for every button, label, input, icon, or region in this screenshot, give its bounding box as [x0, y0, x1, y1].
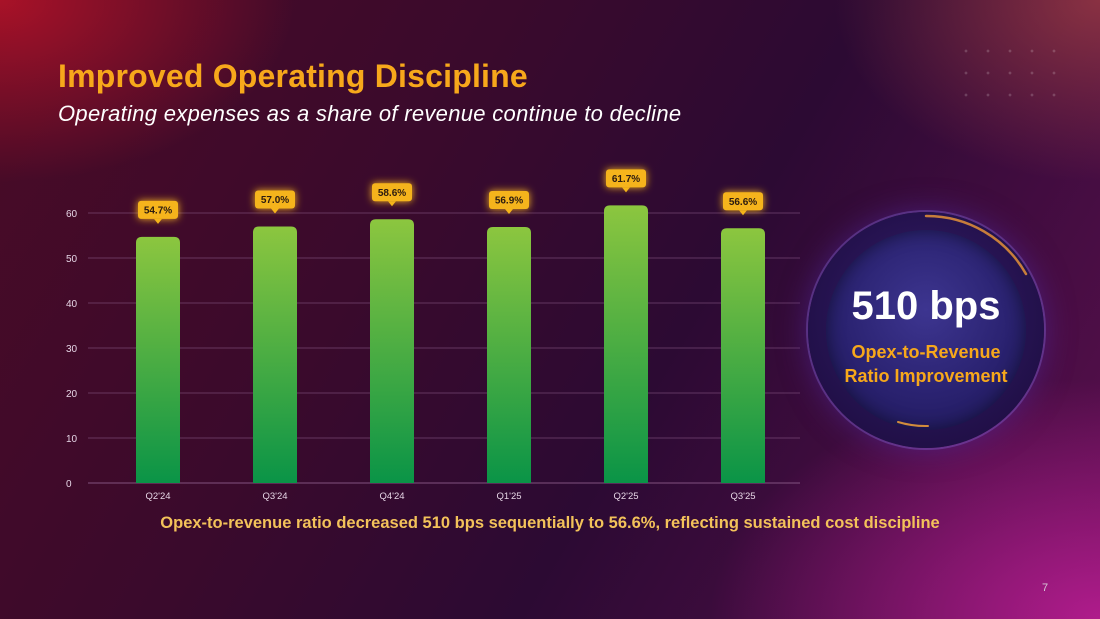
x-tick-label: Q3'24 — [262, 491, 287, 502]
y-tick-label: 10 — [66, 434, 78, 445]
data-label-bg — [138, 200, 178, 219]
x-tick-label: Q2'24 — [145, 491, 170, 502]
x-tick-label: Q1'25 — [496, 491, 521, 502]
bar-2 — [370, 219, 414, 484]
x-tick-label: Q3'25 — [730, 491, 755, 502]
data-label-text: 56.9% — [495, 195, 523, 206]
data-label-text: 56.6% — [729, 197, 757, 208]
data-label-text: 58.6% — [378, 188, 406, 199]
x-tick-label: Q4'24 — [379, 491, 404, 502]
data-label-pointer — [154, 218, 162, 224]
data-label-0: 54.7% — [138, 200, 178, 224]
data-label-5: 56.6% — [723, 192, 763, 216]
badge-accent-arc — [897, 214, 1028, 428]
data-label-text: 61.7% — [612, 174, 640, 185]
y-tick-label: 30 — [66, 344, 78, 355]
chart-footnote: Opex-to-revenue ratio decreased 510 bps … — [160, 514, 940, 532]
y-tick-label: 60 — [66, 209, 78, 220]
improvement-callout-badge: 510 bps Opex-to-Revenue Ratio Improvemen… — [808, 212, 1044, 448]
data-label-2: 58.6% — [372, 183, 412, 207]
data-label-bg — [606, 169, 646, 188]
data-label-pointer — [622, 187, 630, 193]
data-label-bg — [489, 190, 529, 209]
x-tick-label: Q2'25 — [613, 491, 638, 502]
data-label-bg — [255, 190, 295, 209]
y-tick-label: 50 — [66, 254, 78, 265]
page-number: 7 — [1042, 582, 1049, 594]
data-label-pointer — [388, 201, 396, 207]
slide-title: Improved Operating Discipline — [58, 58, 528, 94]
data-label-pointer — [271, 208, 279, 214]
callout-label-line-2: Ratio Improvement — [844, 366, 1008, 386]
data-label-bg — [723, 192, 763, 211]
data-label-1: 57.0% — [255, 190, 295, 214]
bar-1 — [253, 226, 297, 483]
data-label-text: 54.7% — [144, 205, 172, 216]
badge-inner-circle — [826, 230, 1026, 430]
callout-label: Opex-to-Revenue Ratio Improvement — [808, 340, 1044, 388]
callout-label-line-1: Opex-to-Revenue — [851, 342, 1001, 362]
bar-4 — [604, 205, 648, 483]
y-tick-label: 40 — [66, 299, 78, 310]
bar-3 — [487, 226, 531, 483]
bar-5 — [721, 228, 765, 483]
y-tick-label: 20 — [66, 389, 78, 400]
slide-subtitle: Operating expenses as a share of revenue… — [58, 101, 682, 126]
data-label-pointer — [739, 210, 747, 216]
decorative-dot-grid — [955, 40, 1065, 110]
data-label-bg — [372, 183, 412, 202]
callout-value: 510 bps — [851, 284, 1001, 328]
y-tick-label: 0 — [66, 479, 72, 490]
data-label-4: 61.7% — [606, 169, 646, 193]
data-label-3: 56.9% — [489, 190, 529, 214]
bar-0 — [136, 236, 180, 483]
data-label-pointer — [505, 208, 513, 214]
data-label-text: 57.0% — [261, 195, 289, 206]
